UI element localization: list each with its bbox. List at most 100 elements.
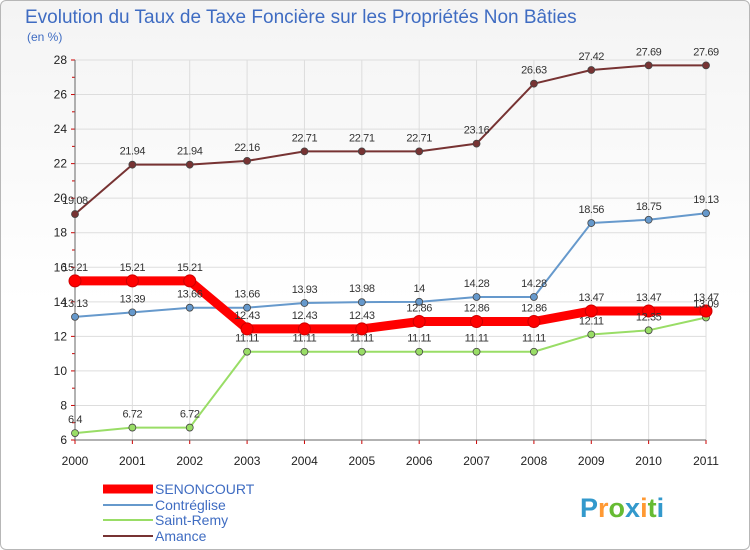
data-point <box>530 79 538 88</box>
data-label: 22.71 <box>349 132 375 144</box>
logo-letter: o <box>609 493 626 523</box>
data-label: 22.71 <box>406 132 432 144</box>
data-point <box>71 210 79 218</box>
data-label: 12.43 <box>234 310 260 322</box>
data-point <box>185 423 194 432</box>
data-label: 13.98 <box>349 283 375 295</box>
data-point <box>185 160 194 169</box>
data-point <box>243 156 251 165</box>
data-point <box>415 297 424 306</box>
data-point <box>185 303 194 312</box>
series-line-amance <box>74 64 707 216</box>
data-label: 13.47 <box>579 292 605 304</box>
data-label: 27.69 <box>636 46 662 58</box>
logo-letter: i <box>640 493 648 523</box>
data-label: 13.66 <box>234 289 260 301</box>
y-tick-label: 16 <box>54 260 68 274</box>
data-label: 12.43 <box>349 310 375 322</box>
data-point <box>412 315 426 329</box>
legend-label: Amance <box>155 528 207 544</box>
data-label: 14.28 <box>464 278 490 290</box>
legend-label: SENONCOURT <box>155 481 255 497</box>
data-point <box>530 347 538 356</box>
y-tick-label: 12 <box>54 329 68 343</box>
y-tick-label: 22 <box>54 157 68 171</box>
data-label: 13.39 <box>120 293 146 305</box>
data-point <box>240 322 254 336</box>
data-point <box>68 274 82 288</box>
y-tick-label: 20 <box>54 191 68 205</box>
data-label: 13.66 <box>177 289 203 301</box>
data-point <box>527 315 541 329</box>
y-tick-label: 14 <box>54 295 68 309</box>
data-point <box>472 347 481 356</box>
series-line-contréglise <box>74 212 707 318</box>
data-point <box>357 347 366 356</box>
data-label: 11.11 <box>293 333 317 345</box>
proxiti-logo: Proxiti <box>580 493 664 523</box>
data-label: 21.94 <box>120 146 146 158</box>
y-tick-label: 18 <box>54 226 68 240</box>
data-label: 27.42 <box>579 51 605 63</box>
axes: 6 8 10 12 14 16 18 20 22 24 26 28 2000 2001 2002 2003 20… <box>54 53 720 468</box>
data-label: 15.21 <box>62 262 88 274</box>
data-label: 6.72 <box>122 409 142 421</box>
data-label: 12.11 <box>579 315 604 327</box>
data-point <box>702 61 710 70</box>
data-label: 6.72 <box>180 409 200 421</box>
data-label: 15.21 <box>177 262 203 274</box>
data-point <box>128 423 137 432</box>
x-tick-label: 2011 <box>693 454 719 468</box>
data-label: 21.94 <box>177 146 203 158</box>
data-label: 23.16 <box>464 125 490 137</box>
data-point <box>472 139 481 148</box>
data-point <box>587 66 596 74</box>
grid <box>74 59 707 441</box>
data-label: 14 <box>413 283 425 295</box>
data-label: 15.21 <box>120 262 146 274</box>
y-tick-label: 8 <box>60 398 67 412</box>
logo-letter: t <box>648 493 657 523</box>
data-point <box>415 147 424 156</box>
data-point <box>300 299 309 307</box>
y-tick-label: 6 <box>60 433 67 447</box>
data-point <box>644 326 653 335</box>
data-point <box>472 293 481 301</box>
data-point <box>699 304 713 318</box>
data-point <box>355 322 369 336</box>
data-point <box>71 312 79 321</box>
data-label: 14.28 <box>521 278 547 290</box>
y-tick-label: 10 <box>54 364 68 378</box>
data-point <box>357 147 366 156</box>
x-tick-label: 2000 <box>62 454 89 468</box>
data-point <box>125 274 139 288</box>
x-tick-label: 2003 <box>234 454 261 468</box>
data-label: 12.86 <box>464 303 490 315</box>
logo-letter: r <box>598 493 609 523</box>
data-label: 11.11 <box>350 333 374 345</box>
x-tick-label: 2004 <box>291 454 318 468</box>
x-tick-label: 2006 <box>406 454 433 468</box>
data-label: 18.56 <box>579 204 605 216</box>
data-point <box>357 298 366 307</box>
data-point <box>415 347 424 356</box>
data-label: 22.16 <box>234 142 260 154</box>
data-label: 13.13 <box>62 298 88 310</box>
data-label: 12.86 <box>521 303 547 315</box>
y-tick-label: 24 <box>54 122 68 136</box>
data-point <box>530 293 538 301</box>
data-label: 12.35 <box>636 311 662 323</box>
data-label: 12.43 <box>292 310 318 322</box>
data-point <box>71 429 79 437</box>
x-tick-label: 2005 <box>348 454 375 468</box>
y-tick-label: 26 <box>54 88 68 102</box>
data-label: 13.09 <box>693 299 719 311</box>
data-point <box>584 304 598 318</box>
logo-letter: i <box>657 493 665 523</box>
data-point <box>243 347 251 356</box>
data-point <box>470 315 484 329</box>
data-point <box>128 308 137 317</box>
